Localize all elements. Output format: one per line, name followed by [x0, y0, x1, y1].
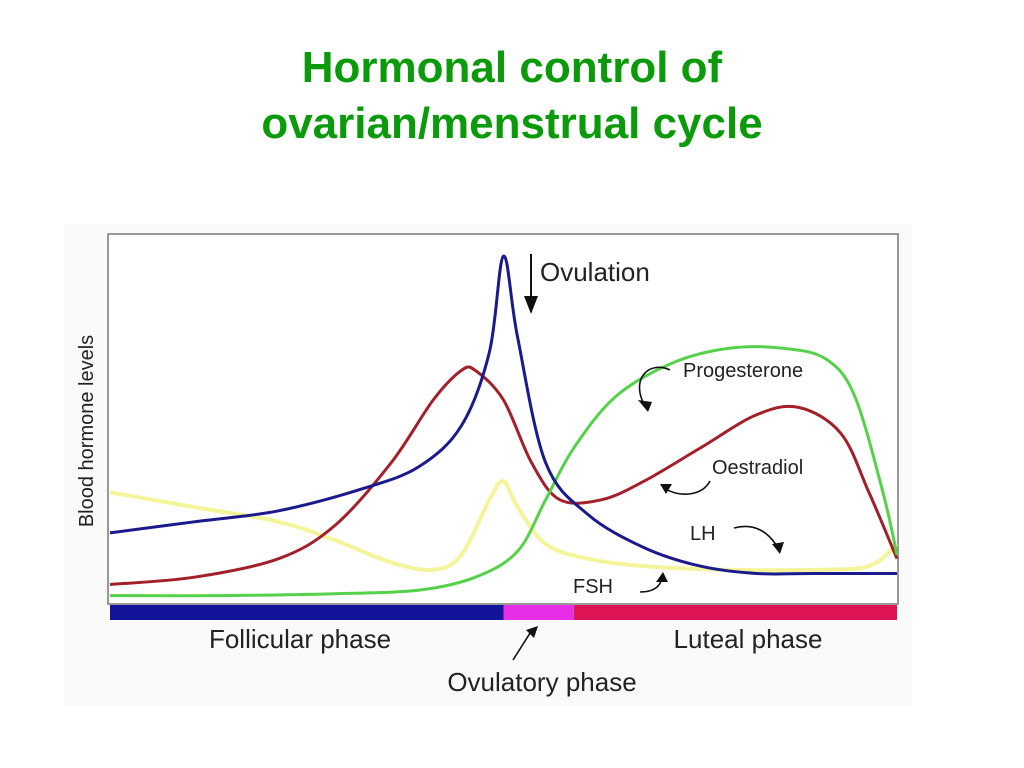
ovulation-annotation: Ovulation — [524, 254, 650, 314]
fsh-annotation: FSH — [573, 572, 668, 598]
phase-label-follicular-phase: Follicular phase — [209, 624, 391, 654]
fsh-label: FSH — [573, 576, 613, 598]
series-line-progesterone — [109, 345, 899, 598]
lh-label: LH — [690, 523, 716, 545]
ovulatory-phase-arrowhead — [526, 626, 538, 638]
slide-title: Hormonal control of ovarian/menstrual cy… — [0, 40, 1024, 152]
ovulation-label: Ovulation — [540, 257, 650, 287]
progesterone-annotation: Progesterone — [638, 360, 803, 412]
plot-frame — [107, 233, 899, 605]
progesterone-arrowhead — [638, 400, 652, 412]
phase-segment-ovulatory-phase — [503, 605, 574, 620]
ovulation-arrowhead — [524, 296, 538, 314]
progesterone-arrow — [638, 366, 671, 407]
progesterone-label: Progesterone — [683, 360, 803, 382]
slide-title-line-2: ovarian/menstrual cycle — [261, 99, 763, 148]
phase-segment-luteal-phase — [573, 605, 897, 620]
oestradiol-arrowhead — [660, 484, 672, 494]
phase-segment-follicular-phase — [110, 605, 504, 620]
y-axis-label: Blood hormone levels — [76, 335, 98, 527]
phase-label-luteal-phase: Luteal phase — [674, 624, 823, 654]
fsh-arrowhead — [656, 572, 668, 582]
ovulatory-phase-arrow — [512, 629, 533, 661]
oestradiol-label: Oestradiol — [712, 457, 803, 479]
lh-arrowhead — [772, 542, 784, 554]
slide-title-line-1: Hormonal control of — [301, 43, 723, 92]
series-layer — [109, 254, 899, 598]
phase-label-ovulatory-phase: Ovulatory phase — [447, 667, 636, 697]
ovulatory-phase-annotation — [512, 626, 538, 661]
phase-bar: Follicular phase Ovulatory phase Luteal ph… — [110, 605, 897, 697]
series-line-lh — [109, 254, 898, 576]
oestradiol-annotation: Oestradiol — [660, 457, 803, 495]
series-line-fsh — [109, 479, 899, 573]
series-line-oestradiol — [109, 365, 899, 586]
lh-annotation: LH — [690, 523, 784, 554]
